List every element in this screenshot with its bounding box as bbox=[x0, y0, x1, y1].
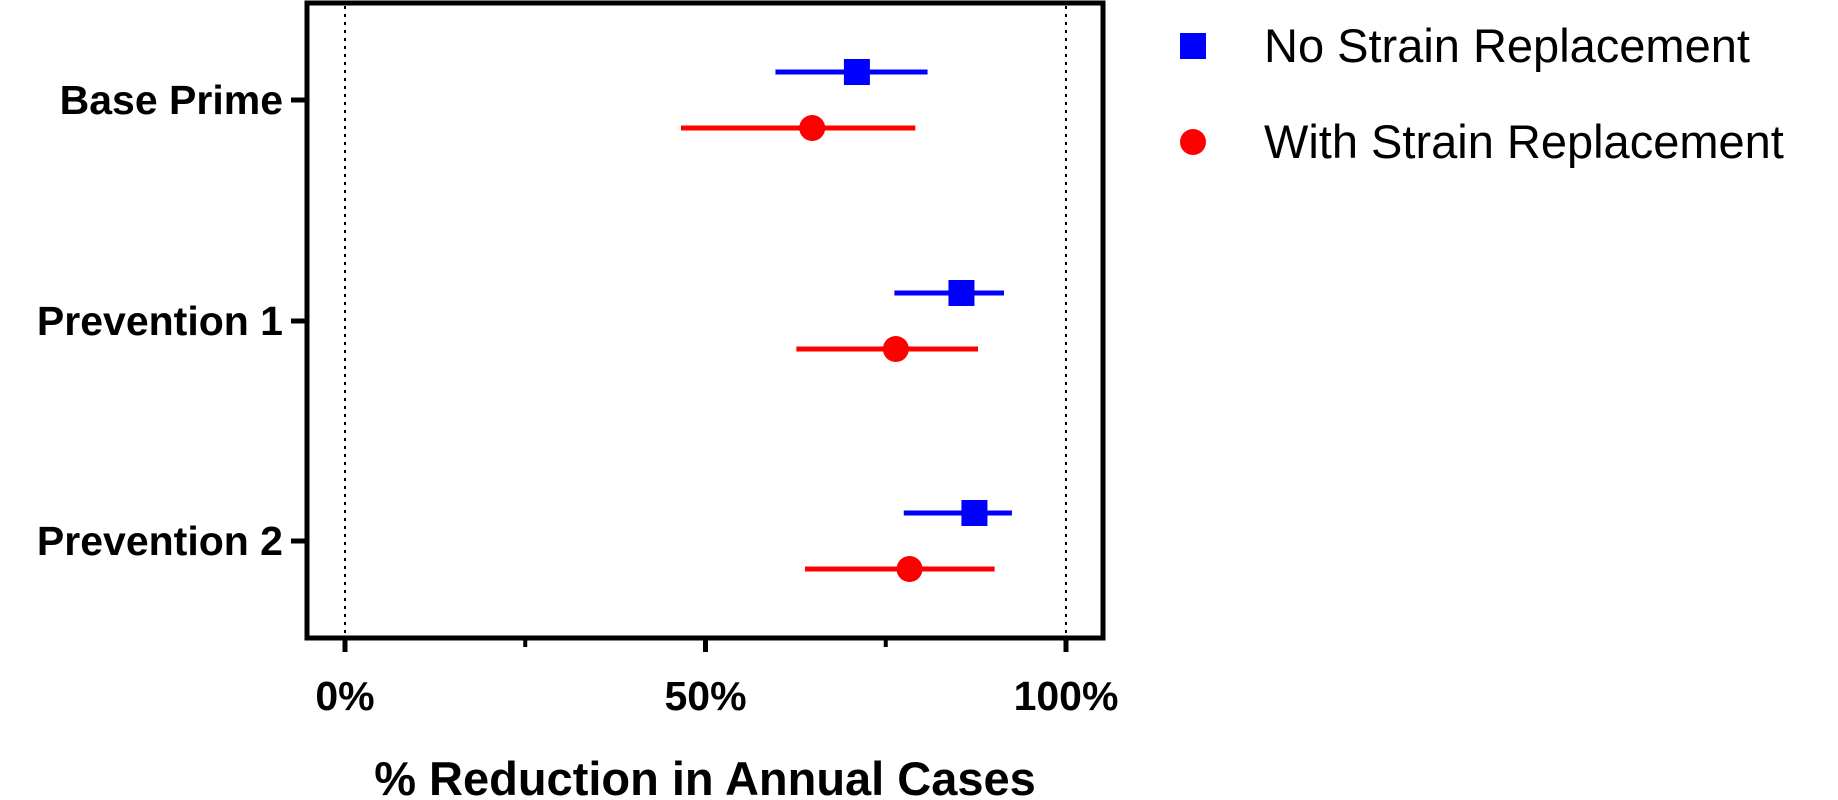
category-label: Prevention 2 bbox=[37, 518, 283, 564]
marks-layer bbox=[680, 59, 1012, 582]
x-axis-title: % Reduction in Annual Cases bbox=[374, 752, 1036, 800]
data-point-square bbox=[961, 500, 988, 526]
legend-square-icon bbox=[1180, 33, 1206, 59]
data-point-circle bbox=[799, 115, 826, 141]
legend-label: With Strain Replacement bbox=[1264, 115, 1784, 168]
data-point-circle bbox=[882, 336, 909, 362]
x-tick-label: 0% bbox=[315, 673, 374, 719]
category-label: Base Prime bbox=[60, 77, 283, 123]
data-point-circle bbox=[896, 556, 923, 582]
category-label: Prevention 1 bbox=[37, 298, 283, 344]
x-tick-label: 100% bbox=[1014, 673, 1119, 719]
plot-frame bbox=[304, 0, 1106, 641]
legend-circle-icon bbox=[1180, 129, 1206, 155]
plot-layer: Base Prime Prevention 1 Prevention 2 0% 50% 1… bbox=[37, 0, 1119, 800]
legend-label: No Strain Replacement bbox=[1264, 19, 1750, 72]
x-tick-label: 50% bbox=[664, 673, 746, 719]
data-point-square bbox=[843, 59, 870, 85]
legend: No Strain Replacement With Strain Replace… bbox=[1180, 19, 1784, 168]
data-point-square bbox=[948, 280, 975, 306]
